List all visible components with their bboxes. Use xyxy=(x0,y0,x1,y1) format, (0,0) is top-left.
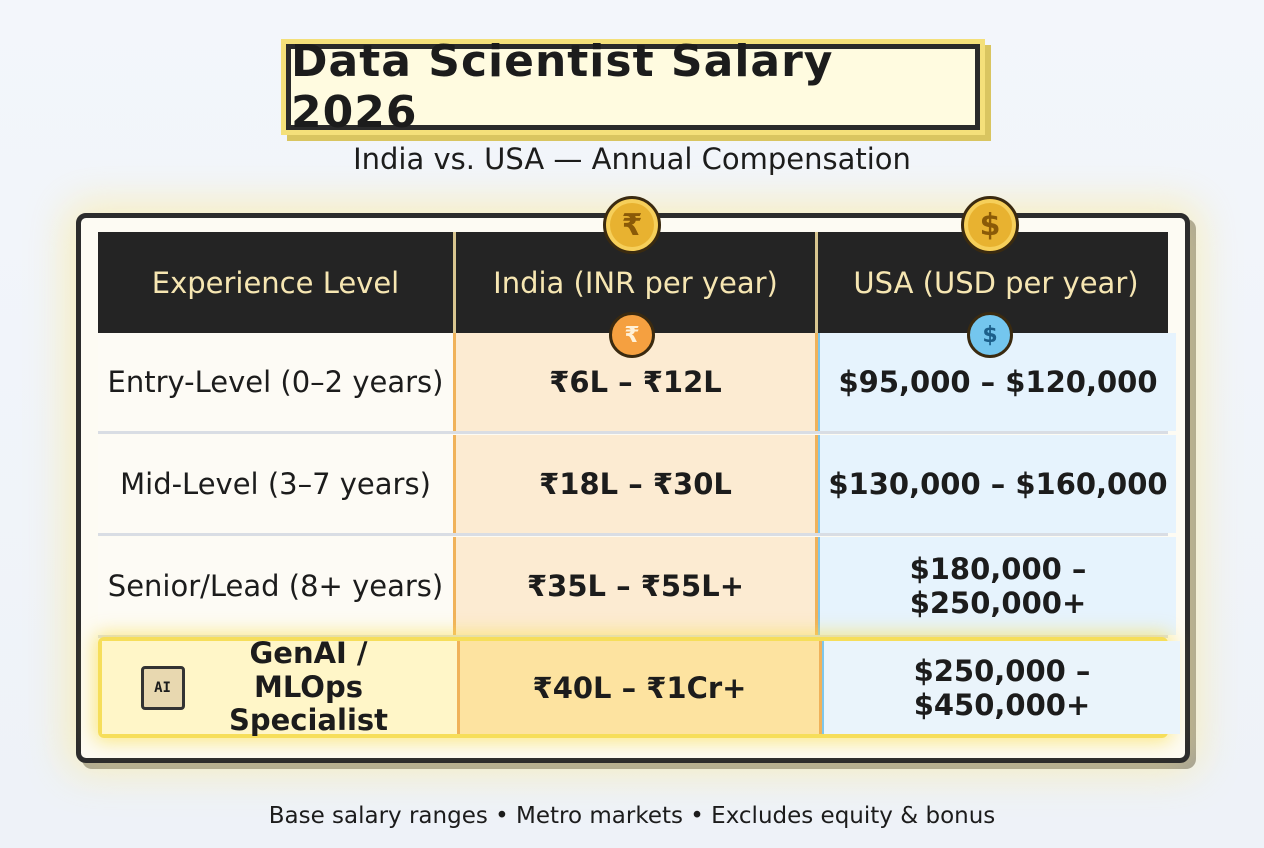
coin-icon: ₹ xyxy=(603,196,661,254)
title: Data Scientist Salary 2026 xyxy=(286,36,980,138)
table-cell: Mid-Level (3–7 years) xyxy=(98,435,453,533)
table-cell: $130,000 – $160,000 xyxy=(818,435,1176,533)
coin-icon: $ xyxy=(967,312,1013,358)
table-cell: Senior/Lead (8+ years) xyxy=(98,537,453,635)
column-header: USA (USD per year) xyxy=(853,265,1139,300)
column-header: Experience Level xyxy=(98,232,456,333)
table-cell: $250,000 – $450,000+ xyxy=(822,641,1180,734)
coin-icon: ₹ xyxy=(609,312,655,358)
subtitle: India vs. USA — Annual Compensation xyxy=(353,142,911,176)
table-cell: ₹18L – ₹30L xyxy=(453,435,818,533)
table-cell: ₹40L – ₹1Cr+ xyxy=(457,641,822,734)
table-cell: Entry-Level (0–2 years) xyxy=(98,333,453,431)
coin-icon: $ xyxy=(961,196,1019,254)
cell-text: GenAI / MLOps Specialist xyxy=(228,636,389,738)
column-header: India (INR per year) xyxy=(456,232,818,333)
table-cell: $180,000 – $250,000+ xyxy=(818,537,1176,635)
footer: Base salary ranges • Metro markets • Exc… xyxy=(268,803,996,829)
chip-icon: AI xyxy=(140,665,185,710)
table-cell: AI GenAI / MLOps Specialist xyxy=(102,637,457,737)
table-row: AI GenAI / MLOps Specialist ₹40L – ₹1Cr+ $2… xyxy=(98,637,1180,738)
table-row: Senior/Lead (8+ years) ₹35L – ₹55L+ $180,0… xyxy=(98,537,1176,638)
table-cell: ₹35L – ₹55L+ xyxy=(453,537,818,635)
table-row: Mid-Level (3–7 years) ₹18L – ₹30L $130,000… xyxy=(98,435,1176,536)
